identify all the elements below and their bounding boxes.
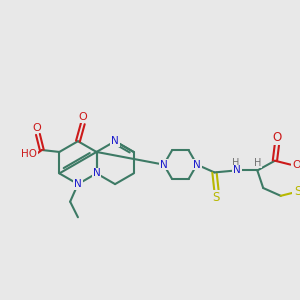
Text: O: O xyxy=(272,131,281,144)
Text: H: H xyxy=(232,158,240,168)
Text: N: N xyxy=(93,168,101,178)
Text: N: N xyxy=(193,160,201,170)
Text: N: N xyxy=(233,166,241,176)
Text: S: S xyxy=(213,191,220,204)
Text: O: O xyxy=(78,112,87,122)
Text: O: O xyxy=(33,123,41,133)
Text: O: O xyxy=(292,160,300,170)
Text: N: N xyxy=(160,160,168,170)
Text: HO: HO xyxy=(21,149,37,159)
Text: N: N xyxy=(74,179,82,189)
Text: H: H xyxy=(254,158,261,168)
Text: N: N xyxy=(111,136,119,146)
Text: S: S xyxy=(295,185,300,198)
